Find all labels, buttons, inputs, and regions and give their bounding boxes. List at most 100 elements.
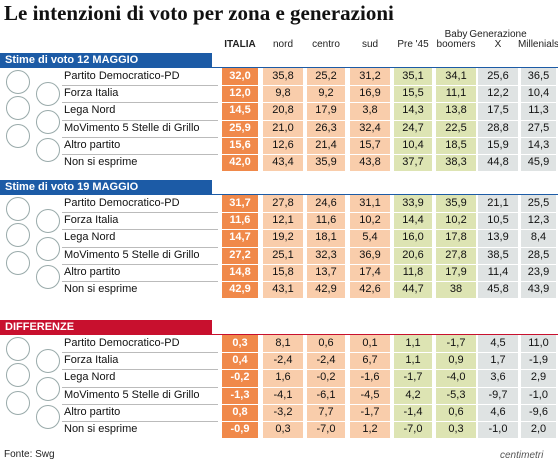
value-cell: 10,4 <box>527 87 550 100</box>
value-cell: -1,9 <box>529 354 548 367</box>
value-cell: 13,9 <box>487 231 509 244</box>
value-cell: -7,0 <box>403 423 423 435</box>
value-cell: 37,7 <box>402 156 424 168</box>
row-separator <box>478 281 518 282</box>
row-separator <box>350 229 390 231</box>
row-separator <box>436 386 476 388</box>
value-cell: 0,8 <box>232 405 248 418</box>
value-cell: 27,8 <box>445 248 467 261</box>
row-separator <box>478 263 518 265</box>
party-name: Altro partito <box>64 265 121 278</box>
row-separator <box>307 421 345 422</box>
value-cell: -1,0 <box>529 388 548 401</box>
value-cell: 44,8 <box>487 156 509 168</box>
value-cell: 14,4 <box>402 214 424 227</box>
column-header: ITALIA <box>224 39 256 50</box>
value-cell: 16,0 <box>402 231 424 244</box>
value-cell: 19,2 <box>272 231 294 244</box>
row-separator <box>307 102 345 104</box>
row-separator <box>394 403 432 405</box>
party-logo <box>36 349 60 373</box>
row-separator <box>394 352 432 354</box>
row-separator <box>350 386 390 388</box>
row-separator <box>478 212 518 214</box>
row-separator <box>307 85 345 87</box>
value-cell: 31,7 <box>229 197 251 209</box>
section-header: Stime di voto 19 MAGGIO <box>0 180 212 194</box>
row-separator <box>521 212 556 214</box>
value-cell: 1,1 <box>405 354 421 367</box>
row-separator <box>394 281 432 282</box>
party-name: Non si esprime <box>64 156 138 168</box>
row-separator <box>350 136 390 138</box>
value-cell: 45,8 <box>487 283 509 295</box>
value-cell: 36,9 <box>359 248 381 261</box>
value-cell: -1,4 <box>403 405 423 418</box>
row-separator <box>436 246 476 248</box>
value-cell: -1,7 <box>446 337 466 349</box>
value-cell: 34,1 <box>445 70 467 82</box>
value-cell: 8,1 <box>275 337 291 349</box>
brand: centimetri <box>500 450 544 461</box>
value-cell: 9,8 <box>275 87 291 100</box>
value-cell: 17,4 <box>359 265 381 278</box>
value-cell: 18,1 <box>315 231 337 244</box>
value-cell: 14,3 <box>402 104 424 117</box>
party-logo <box>6 363 30 387</box>
row-separator <box>222 246 258 248</box>
column-header: nord <box>272 39 293 50</box>
row-separator <box>521 136 556 138</box>
value-cell: -0,2 <box>230 371 250 384</box>
row-separator <box>222 386 258 388</box>
party-name: Altro partito <box>64 405 121 418</box>
row-separator <box>436 281 476 282</box>
value-cell: 17,9 <box>315 104 337 117</box>
row-separator <box>307 154 345 155</box>
row-separator <box>263 246 303 248</box>
row-separator <box>478 369 518 371</box>
value-cell: 21,0 <box>272 121 294 134</box>
row-separator <box>62 102 218 104</box>
row-separator <box>350 119 390 121</box>
row-separator <box>394 119 432 121</box>
value-cell: 22,5 <box>445 121 467 134</box>
row-separator <box>436 263 476 265</box>
row-separator <box>521 263 556 265</box>
row-separator <box>222 263 258 265</box>
value-cell: 5,4 <box>362 231 378 244</box>
value-cell: 9,2 <box>318 87 334 100</box>
value-cell: 15,6 <box>229 138 251 151</box>
row-separator <box>62 369 218 371</box>
column-header: Baby boomers <box>436 29 476 50</box>
value-cell: 42,0 <box>229 156 251 168</box>
value-cell: 0,4 <box>232 354 248 367</box>
value-cell: -2,4 <box>273 354 293 367</box>
row-separator <box>394 85 432 87</box>
value-cell: 35,1 <box>402 70 424 82</box>
row-separator <box>263 403 303 405</box>
value-cell: 28,8 <box>487 121 509 134</box>
row-separator <box>350 369 390 371</box>
row-separator <box>62 212 218 214</box>
row-separator <box>394 369 432 371</box>
value-cell: 15,9 <box>487 138 509 151</box>
row-separator <box>478 246 518 248</box>
row-separator <box>263 263 303 265</box>
row-separator <box>521 281 556 282</box>
row-separator <box>62 403 218 405</box>
party-name: MoVimento 5 Stelle di Grillo <box>64 121 200 134</box>
row-separator <box>394 229 432 231</box>
row-separator <box>436 403 476 405</box>
value-cell: 13,8 <box>445 104 467 117</box>
party-name: Forza Italia <box>64 214 119 227</box>
row-separator <box>394 154 432 155</box>
party-name: Partito Democratico-PD <box>64 197 180 209</box>
party-logo <box>6 96 30 120</box>
row-separator <box>350 246 390 248</box>
value-cell: 0,9 <box>448 354 464 367</box>
value-cell: -1,6 <box>360 371 380 384</box>
row-separator <box>263 154 303 155</box>
value-cell: 28,5 <box>527 248 550 261</box>
value-cell: 35,9 <box>445 197 467 209</box>
value-cell: 31,1 <box>359 197 381 209</box>
